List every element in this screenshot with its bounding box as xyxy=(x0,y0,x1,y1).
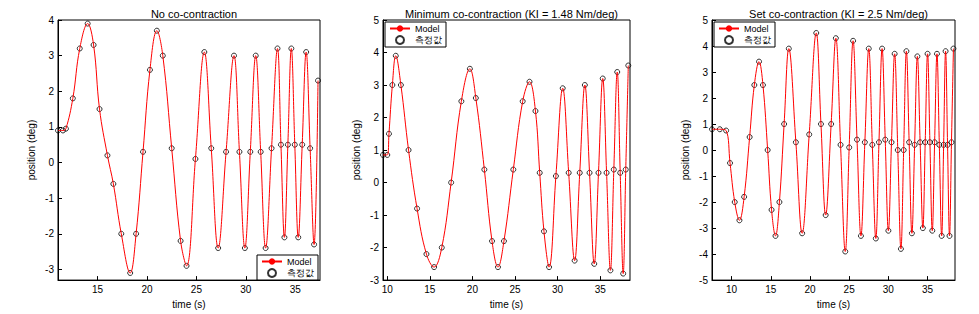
svg-text:-5: -5 xyxy=(699,275,708,286)
svg-text:1: 1 xyxy=(48,121,54,132)
svg-text:position (deg): position (deg) xyxy=(680,120,691,181)
svg-text:15: 15 xyxy=(92,284,104,295)
svg-text:0: 0 xyxy=(48,157,54,168)
svg-text:30: 30 xyxy=(552,284,564,295)
svg-text:3: 3 xyxy=(373,80,379,91)
svg-text:time (s): time (s) xyxy=(172,299,205,310)
svg-text:0: 0 xyxy=(373,177,379,188)
svg-text:2: 2 xyxy=(702,93,708,104)
svg-text:-3: -3 xyxy=(45,264,54,275)
svg-text:15: 15 xyxy=(765,284,777,295)
svg-text:4: 4 xyxy=(373,47,379,58)
svg-text:30: 30 xyxy=(883,284,895,295)
svg-text:No co-contraction: No co-contraction xyxy=(151,8,237,20)
svg-text:3: 3 xyxy=(48,50,54,61)
svg-text:position (deg): position (deg) xyxy=(351,120,362,181)
svg-text:25: 25 xyxy=(844,284,856,295)
svg-text:5: 5 xyxy=(373,15,379,26)
svg-text:20: 20 xyxy=(467,284,479,295)
svg-text:4: 4 xyxy=(702,41,708,52)
svg-text:-1: -1 xyxy=(699,171,708,182)
svg-text:20: 20 xyxy=(141,284,153,295)
svg-text:35: 35 xyxy=(595,284,607,295)
svg-text:0: 0 xyxy=(702,145,708,156)
svg-text:time (s): time (s) xyxy=(490,299,523,310)
svg-text:-2: -2 xyxy=(699,197,708,208)
svg-text:Minimum co-contraction (KI = 1: Minimum co-contraction (KI = 1.48 Nm/deg… xyxy=(405,8,618,20)
svg-text:2: 2 xyxy=(373,112,379,123)
svg-text:-1: -1 xyxy=(45,193,54,204)
svg-text:35: 35 xyxy=(922,284,934,295)
svg-text:25: 25 xyxy=(509,284,521,295)
svg-text:Model: Model xyxy=(415,24,440,34)
svg-text:-4: -4 xyxy=(699,249,708,260)
svg-text:5: 5 xyxy=(702,15,708,26)
svg-text:15: 15 xyxy=(424,284,436,295)
svg-text:20: 20 xyxy=(804,284,816,295)
svg-text:-2: -2 xyxy=(370,242,379,253)
svg-text:-1: -1 xyxy=(370,210,379,221)
svg-text:-3: -3 xyxy=(699,223,708,234)
svg-text:4: 4 xyxy=(48,15,54,26)
svg-text:-2: -2 xyxy=(45,228,54,239)
svg-text:time (s): time (s) xyxy=(817,299,850,310)
svg-text:35: 35 xyxy=(290,284,302,295)
svg-text:3: 3 xyxy=(702,67,708,78)
svg-text:10: 10 xyxy=(382,284,394,295)
svg-text:1: 1 xyxy=(702,119,708,130)
svg-text:10: 10 xyxy=(726,284,738,295)
svg-text:-3: -3 xyxy=(370,275,379,286)
svg-text:Set co-contraction (KI = 2.5 N: Set co-contraction (KI = 2.5 Nm/deg) xyxy=(749,8,928,20)
svg-text:측정값: 측정값 xyxy=(415,35,442,45)
svg-text:Model: Model xyxy=(287,257,312,267)
svg-text:2: 2 xyxy=(48,86,54,97)
svg-text:25: 25 xyxy=(191,284,203,295)
svg-text:Model: Model xyxy=(744,24,769,34)
svg-text:측정값: 측정값 xyxy=(744,35,771,45)
svg-text:position (deg): position (deg) xyxy=(26,120,37,181)
svg-text:측정값: 측정값 xyxy=(287,268,314,278)
svg-text:30: 30 xyxy=(240,284,252,295)
svg-text:1: 1 xyxy=(373,145,379,156)
